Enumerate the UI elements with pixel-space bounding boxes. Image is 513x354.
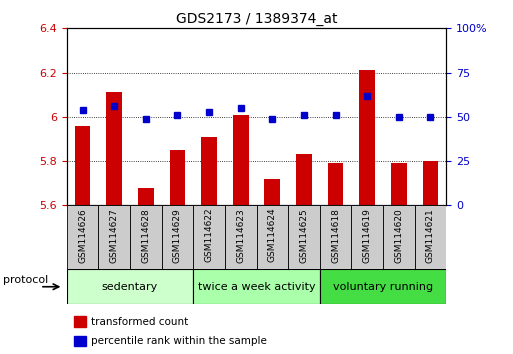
Bar: [74, 126, 90, 205]
Bar: [67, 269, 193, 304]
Bar: [328, 163, 344, 205]
Bar: [225, 205, 256, 269]
Text: GSM114621: GSM114621: [426, 208, 435, 263]
Bar: [320, 269, 446, 304]
Bar: [193, 269, 320, 304]
Text: GSM114620: GSM114620: [394, 208, 403, 263]
Text: GSM114627: GSM114627: [110, 208, 119, 263]
Bar: [264, 179, 280, 205]
Text: GSM114623: GSM114623: [236, 208, 245, 263]
Bar: [423, 161, 439, 205]
Bar: [351, 205, 383, 269]
Bar: [296, 154, 312, 205]
Bar: [256, 205, 288, 269]
Text: transformed count: transformed count: [91, 316, 189, 327]
Text: GSM114629: GSM114629: [173, 208, 182, 263]
Bar: [391, 163, 407, 205]
Text: sedentary: sedentary: [102, 282, 158, 292]
Title: GDS2173 / 1389374_at: GDS2173 / 1389374_at: [176, 12, 337, 26]
Text: GSM114626: GSM114626: [78, 208, 87, 263]
Bar: [288, 205, 320, 269]
Bar: [138, 188, 154, 205]
Text: voluntary running: voluntary running: [333, 282, 433, 292]
Bar: [383, 205, 415, 269]
Bar: [74, 316, 86, 327]
Text: GSM114619: GSM114619: [363, 208, 372, 263]
Text: protocol: protocol: [3, 275, 49, 285]
Bar: [130, 205, 162, 269]
Bar: [415, 205, 446, 269]
Bar: [359, 70, 375, 205]
Bar: [201, 137, 217, 205]
Bar: [193, 205, 225, 269]
Text: GSM114628: GSM114628: [141, 208, 150, 263]
Bar: [106, 92, 122, 205]
Text: GSM114625: GSM114625: [300, 208, 308, 263]
Text: GSM114624: GSM114624: [268, 208, 277, 263]
Text: GSM114622: GSM114622: [205, 208, 213, 263]
Text: GSM114618: GSM114618: [331, 208, 340, 263]
Bar: [67, 205, 98, 269]
Bar: [320, 205, 351, 269]
Bar: [169, 150, 185, 205]
Bar: [162, 205, 193, 269]
Bar: [233, 115, 249, 205]
Bar: [98, 205, 130, 269]
Text: percentile rank within the sample: percentile rank within the sample: [91, 336, 267, 346]
Text: twice a week activity: twice a week activity: [198, 282, 315, 292]
Bar: [74, 336, 86, 346]
